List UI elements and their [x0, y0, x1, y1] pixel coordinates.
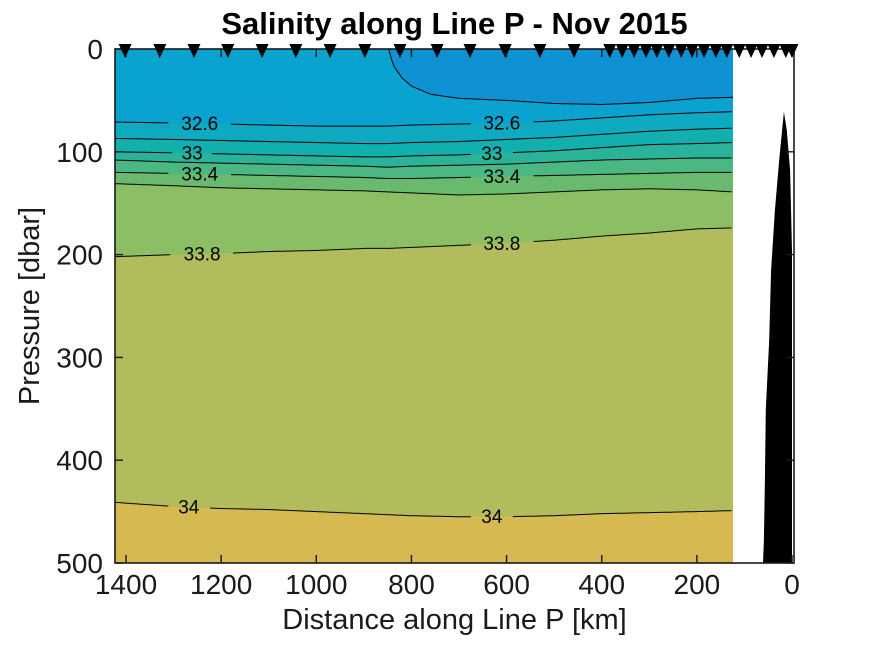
station-marker: [720, 44, 734, 58]
x-tick-label: 400: [578, 569, 625, 600]
contour-band-fill-34: [115, 502, 734, 563]
station-marker: [603, 44, 617, 58]
contour-label-34: 34: [481, 507, 503, 528]
contour-line-34: [512, 510, 732, 518]
station-marker: [463, 44, 477, 58]
station-marker: [767, 44, 781, 58]
x-tick-label: 1400: [95, 569, 157, 600]
station-marker: [650, 44, 664, 58]
contour-label-32.6: 32.6: [483, 114, 520, 135]
contour-line-33.8: [115, 254, 171, 258]
contour-line-32.6: [115, 121, 169, 124]
contour-line-33.2: [115, 157, 732, 168]
y-tick-label: 400: [56, 445, 103, 476]
contour-line-33.4: [231, 174, 471, 179]
contour-label-33.8: 33.8: [483, 234, 520, 255]
station-marker: [567, 44, 581, 58]
station-marker: [358, 44, 372, 58]
x-tick-label: 0: [784, 569, 800, 600]
contour-line-33: [115, 151, 173, 154]
y-tick-label: 500: [56, 548, 103, 579]
contour-line-32.6: [533, 111, 732, 123]
station-marker: [187, 44, 201, 58]
x-tick-label: 1200: [190, 569, 252, 600]
contour-label-32.6: 32.6: [181, 114, 218, 135]
contour-label-34: 34: [178, 498, 200, 519]
contour-line-34: [115, 501, 169, 507]
station-marker: [697, 44, 711, 58]
fresh-surface-pool-fill: [388, 49, 733, 105]
axis-box: [114, 48, 795, 564]
contour-line-33.4: [115, 171, 169, 174]
station-marker: [221, 44, 235, 58]
station-marker: [393, 44, 407, 58]
bathymetry-silhouette: [763, 111, 792, 563]
station-marker: [662, 44, 676, 58]
station-marker: [533, 44, 547, 58]
contour-line-34: [210, 507, 471, 518]
contour-band-fill-33.8: [115, 227, 734, 563]
y-tick-label: 300: [56, 342, 103, 373]
station-marker: [627, 44, 641, 58]
contour-line-33.8: [233, 244, 471, 254]
contour-line-32.4: [388, 48, 734, 105]
contour-line-33.6: [115, 183, 732, 196]
contour-line-33.4: [533, 171, 732, 177]
station-marker: [674, 44, 688, 58]
station-marker: [153, 44, 167, 58]
contour-label-33: 33: [182, 144, 203, 165]
station-marker: [685, 44, 699, 58]
station-marker: [732, 44, 746, 58]
x-tick-label: 200: [674, 569, 721, 600]
x-tick-label: 800: [388, 569, 435, 600]
x-axis-label: Distance along Line P [km]: [282, 604, 627, 636]
y-tick-label: 0: [87, 34, 103, 65]
station-marker: [755, 44, 769, 58]
station-marker: [709, 44, 723, 58]
figure-title: Salinity along Line P - Nov 2015: [221, 6, 688, 41]
station-marker: [323, 44, 337, 58]
contour-line-33: [512, 142, 732, 154]
station-marker: [289, 44, 303, 58]
station-marker: [744, 44, 758, 58]
contour-label-33.4: 33.4: [181, 164, 218, 185]
station-marker: [430, 44, 444, 58]
contour-line-33.8: [533, 227, 732, 242]
contour-line-32.8: [115, 127, 732, 145]
x-tick-label: 1000: [285, 569, 347, 600]
contour-line-33: [212, 153, 471, 158]
station-marker: [785, 44, 799, 58]
contour-label-33: 33: [481, 144, 502, 165]
station-marker: [615, 44, 629, 58]
contour-label-33.4: 33.4: [483, 167, 520, 188]
station-marker: [498, 44, 512, 58]
station-marker: [255, 44, 269, 58]
station-marker: [118, 44, 132, 58]
station-marker: [639, 44, 653, 58]
contour-line-32.6: [231, 123, 471, 127]
y-tick-label: 100: [56, 137, 103, 168]
x-tick-label: 600: [483, 569, 530, 600]
contour-label-33.8: 33.8: [184, 244, 221, 265]
y-tick-label: 200: [56, 240, 103, 271]
